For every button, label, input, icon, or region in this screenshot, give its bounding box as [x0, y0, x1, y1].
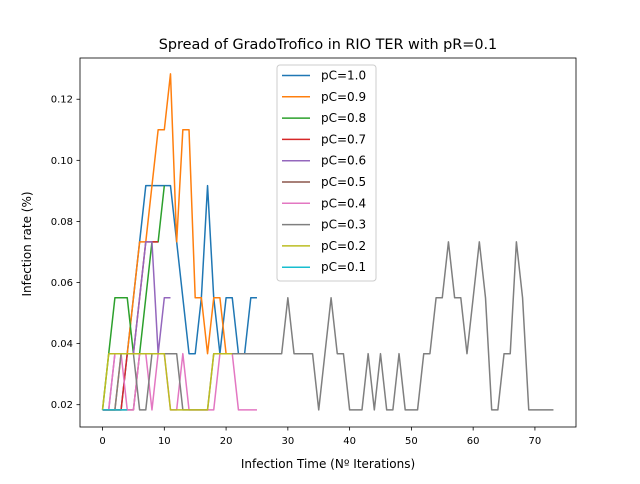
y-tick-label-2: 0.06	[51, 278, 73, 289]
series-line-8	[101, 352, 233, 411]
x-tick-label-0: 0	[99, 436, 105, 447]
legend-label-9: pC=0.1	[321, 260, 366, 274]
legend-label-6: pC=0.4	[321, 196, 366, 210]
legend: pC=1.0 pC=0.9 pC=0.8 pC=0.7 pC=0.6 pC=0.5 pC=0…	[276, 64, 377, 282]
y-tick-label-4: 0.10	[51, 156, 73, 167]
y-tick-label-0: 0.02	[51, 400, 73, 411]
y-tick-label-1: 0.04	[51, 339, 73, 350]
x-tick-label-3: 30	[281, 436, 294, 447]
x-tick-label-4: 40	[343, 436, 356, 447]
legend-label-5: pC=0.5	[321, 175, 366, 189]
x-tick-label-7: 70	[529, 436, 542, 447]
plot-area: 0 10 20 30 40 50 60 70 0.02 0.04 0.06 0.08 0.10 0.12	[51, 57, 577, 447]
legend-label-7: pC=0.3	[321, 218, 366, 232]
series-line-7	[102, 241, 554, 411]
x-tick-label-1: 10	[158, 436, 171, 447]
axes-frame	[79, 57, 577, 428]
legend-label-1: pC=0.9	[321, 90, 366, 104]
y-tick-label-3: 0.08	[51, 217, 73, 228]
y-tick-label-5: 0.12	[51, 95, 73, 106]
x-tick-label-6: 60	[467, 436, 480, 447]
legend-label-3: pC=0.7	[321, 132, 366, 146]
legend-label-2: pC=0.8	[321, 111, 366, 125]
x-tick-label-2: 20	[220, 436, 233, 447]
y-axis-label: Infection rate (%)	[20, 191, 34, 296]
legend-box	[276, 64, 377, 282]
x-tick-label-5: 50	[405, 436, 418, 447]
x-axis-label: Infection Time (Nº Iterations)	[241, 457, 415, 471]
legend-label-0: pC=1.0	[321, 69, 366, 83]
legend-label-4: pC=0.6	[321, 154, 366, 168]
legend-label-8: pC=0.2	[321, 239, 366, 253]
chart-title: Spread of GradoTrofico in RIO TER with p…	[159, 37, 497, 53]
